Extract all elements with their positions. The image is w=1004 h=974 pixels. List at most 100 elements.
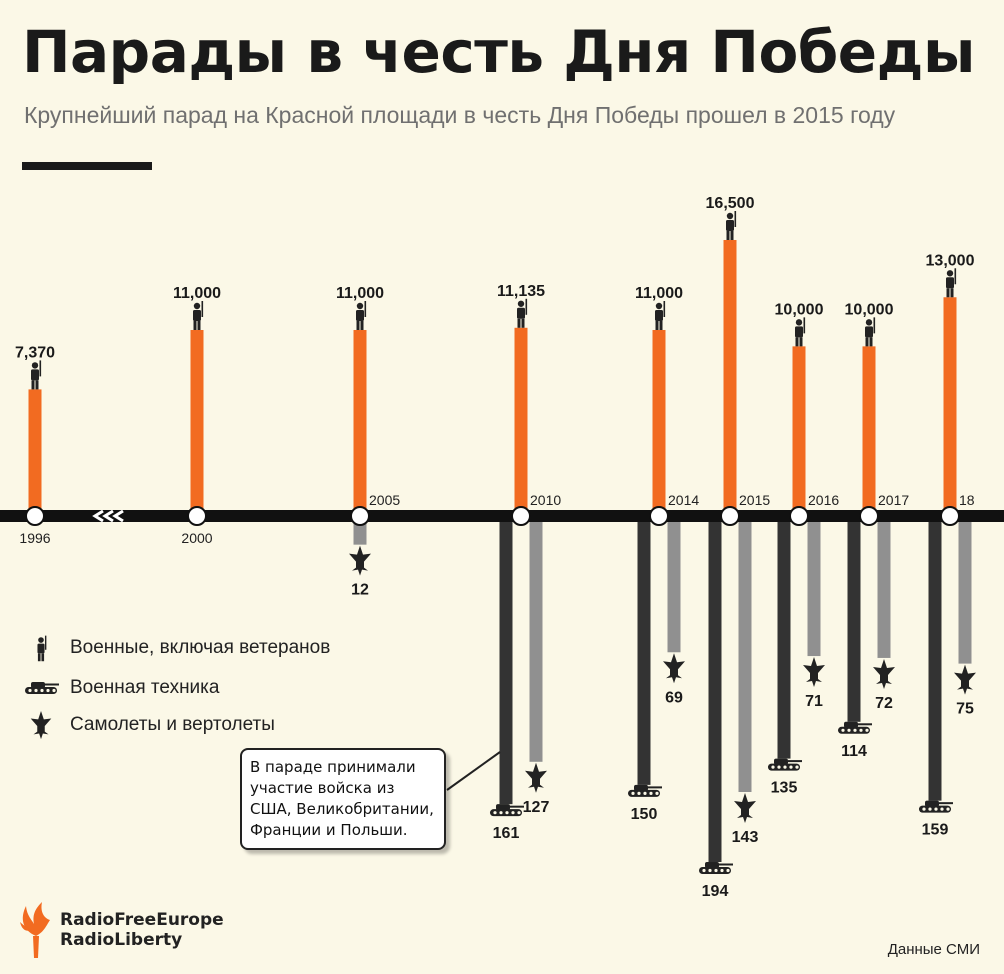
flame-logo-icon [20,902,50,958]
data-label-vehicles: 161 [493,825,520,842]
logo-line-1: RadioFreeEurope [60,910,224,930]
tank-icon [838,721,872,734]
legend-label-soldiers: Военные, включая ветеранов [70,637,331,658]
data-label-soldiers: 11,000 [635,285,683,302]
data-label-aircraft: 75 [956,701,974,718]
data-label-soldiers: 11,000 [173,285,221,302]
annotation-callout: В параде принимали участие войска из США… [240,748,446,850]
bar-vehicles [777,522,791,759]
year-tick-label: 2005 [369,492,400,508]
plane-icon [349,545,371,576]
year-marker [25,506,45,526]
year-marker [511,506,531,526]
plane-icon [954,664,976,695]
callout-line: Франции и Польши. [250,821,408,839]
data-label-soldiers: 11,135 [497,283,545,300]
tank-icon [699,862,733,874]
chart-subtitle: Крупнейший парад на Красной площади в че… [24,102,896,128]
data-label-vehicles: 194 [702,883,729,900]
soldier-icon [655,301,666,330]
data-label-vehicles: 159 [922,822,949,839]
tank-icon [768,758,802,771]
tank-icon [628,784,662,797]
chart-title: Парады в честь Дня Победы [22,18,975,86]
year-marker [789,506,809,526]
soldier-icon [22,633,60,663]
bar-vehicles [499,522,513,805]
tank-icon [22,673,60,703]
bar-soldiers [943,297,957,510]
bar-soldiers [190,330,204,510]
year-tick-label: 1996 [19,530,50,546]
timeline-axis [0,510,1004,522]
data-label-soldiers: 16,500 [706,195,755,212]
data-label-vehicles: 135 [771,780,798,797]
data-label-vehicles: 114 [841,743,867,760]
bar-aircraft [667,522,681,653]
rfe-rl-logo: RadioFreeEurope RadioLiberty [16,900,224,960]
data-label-aircraft: 127 [523,799,550,816]
bar-aircraft [738,522,752,792]
plane-icon [663,653,685,684]
data-label-soldiers: 10,000 [845,301,894,318]
bar-soldiers [862,346,876,510]
bar-vehicles [637,522,651,785]
data-label-soldiers: 7,370 [15,344,55,361]
legend-label-aircraft: Самолеты и вертолеты [70,714,275,735]
year-marker [859,506,879,526]
soldier-icon [31,360,42,390]
bar-soldiers [353,330,367,510]
year-marker [720,506,740,526]
soldier-icon [193,301,204,330]
plane-icon [734,793,756,823]
axis-break-chevron [112,509,124,523]
year-marker [940,506,960,526]
logo-line-2: RadioLiberty [60,930,183,950]
data-label-soldiers: 10,000 [775,301,824,318]
legend-item-soldiers: Военные, включая ветеранов [22,633,330,663]
bar-aircraft [529,522,543,762]
data-label-aircraft: 71 [805,693,823,710]
callout-line: участие войска из [250,779,395,797]
year-tick-label: 2010 [530,492,561,508]
axis-break-chevron [102,509,114,523]
year-tick-label: 2000 [181,530,212,546]
data-label-aircraft: 69 [665,689,683,706]
callout-pointer [446,751,501,791]
data-label-soldiers: 11,000 [336,285,384,302]
soldier-icon [946,268,957,298]
plane-icon [803,657,825,688]
legend-item-vehicles: Военная техника [22,673,219,703]
bar-vehicles [928,522,942,801]
legend-item-aircraft: Самолеты и вертолеты [22,710,275,740]
year-tick-label: 2015 [739,492,770,508]
soldier-icon [865,317,876,347]
year-tick-label: 18 [959,492,975,508]
data-label-aircraft: 143 [732,829,759,846]
data-label-vehicles: 150 [631,806,658,823]
callout-line: США, Великобритании, [250,800,434,818]
bar-vehicles [847,522,861,722]
bar-aircraft [807,522,821,657]
callout-line: В параде принимали [250,758,416,776]
soldier-icon [726,211,737,240]
year-marker [350,506,370,526]
year-tick-label: 2014 [668,492,699,508]
bar-aircraft [877,522,891,658]
data-label-aircraft: 12 [351,582,369,599]
data-label-soldiers: 13,000 [926,252,975,269]
tank-icon [919,800,953,813]
soldier-icon [517,298,528,328]
source-note: Данные СМИ [887,941,980,958]
year-marker [649,506,669,526]
bar-soldiers [514,327,528,510]
plane-icon [22,710,60,740]
year-tick-label: 2017 [878,492,909,508]
soldier-icon [356,301,367,330]
bar-soldiers [723,240,737,510]
plane-icon [525,762,547,793]
bar-soldiers [652,330,666,510]
bar-aircraft [353,522,367,545]
bar-soldiers [792,346,806,510]
